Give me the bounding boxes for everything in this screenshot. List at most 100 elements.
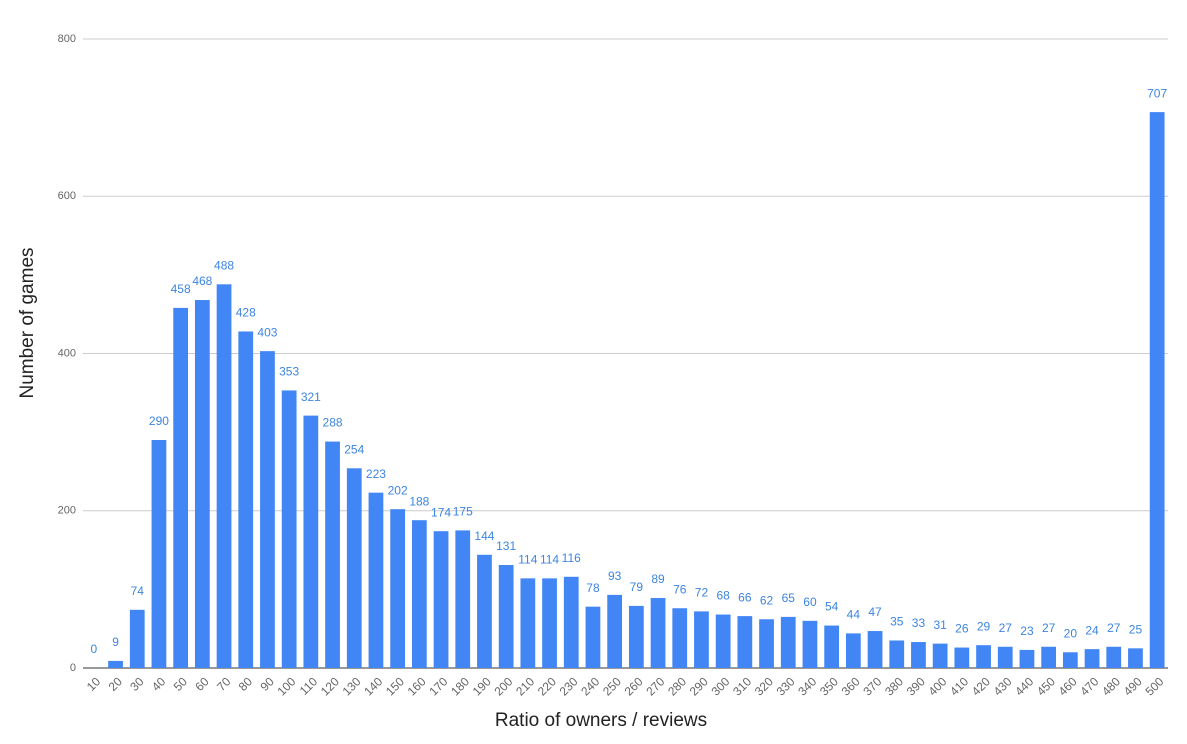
x-tick-label: 360 [839, 674, 863, 698]
data-label: 321 [301, 390, 321, 404]
data-label: 78 [586, 581, 600, 595]
x-tick-label: 330 [774, 674, 798, 698]
x-axis-title: Ratio of owners / reviews [495, 710, 707, 731]
bar [173, 307, 189, 668]
data-label: 114 [540, 553, 559, 567]
x-tick-label: 50 [171, 674, 191, 694]
bar [911, 642, 926, 668]
x-tick-label: 370 [860, 674, 884, 698]
data-label: 488 [214, 258, 234, 272]
bar [802, 620, 818, 668]
data-label: 79 [630, 580, 644, 594]
bar [650, 598, 666, 668]
bar [151, 439, 167, 668]
bar [1106, 646, 1122, 668]
bar [1062, 652, 1078, 668]
x-tick-label: 150 [383, 674, 407, 698]
data-label: 288 [323, 416, 343, 430]
x-tick-label: 140 [361, 674, 385, 698]
x-tick-label: 490 [1121, 674, 1145, 698]
y-tick-label: 400 [58, 347, 76, 359]
x-tick-label: 470 [1077, 674, 1101, 698]
data-label: 254 [344, 442, 364, 456]
bar [997, 646, 1013, 668]
bar [433, 531, 449, 668]
x-tick-label: 410 [947, 674, 971, 698]
x-tick-label: 190 [470, 674, 494, 698]
x-tick-label: 200 [491, 674, 515, 698]
x-tick-label: 70 [214, 674, 234, 694]
data-label: 25 [1129, 623, 1143, 637]
x-tick-label: 230 [557, 674, 581, 698]
x-tick-label: 480 [1099, 674, 1123, 698]
data-label: 428 [236, 306, 256, 320]
data-label: 26 [955, 622, 969, 636]
x-tick-label: 160 [405, 674, 429, 698]
x-tick-label: 320 [752, 674, 776, 698]
data-label: 62 [760, 593, 774, 607]
bar [1084, 649, 1100, 668]
data-label: 66 [738, 590, 752, 604]
bar [520, 578, 536, 668]
x-tick-label: 340 [795, 674, 819, 698]
data-label: 60 [803, 595, 817, 609]
x-tick-label: 220 [535, 674, 559, 698]
x-tick-label: 310 [730, 674, 754, 698]
x-tick-label: 210 [513, 674, 537, 698]
bar [737, 616, 753, 668]
data-label: 44 [847, 608, 861, 622]
bar [542, 578, 557, 668]
y-axis-title: Number of games [17, 247, 38, 398]
data-label: 24 [1085, 623, 1099, 637]
bar [715, 614, 731, 668]
bar [260, 351, 275, 668]
x-tick-label: 390 [904, 674, 928, 698]
data-label: 131 [496, 539, 516, 553]
bar [976, 645, 991, 668]
data-label: 72 [695, 586, 709, 600]
x-tick-label: 20 [106, 674, 126, 694]
x-tick-label: 120 [318, 674, 342, 698]
x-tick-label: 400 [925, 674, 949, 698]
bar [1128, 648, 1143, 668]
bar [672, 608, 688, 668]
data-label: 0 [91, 642, 98, 656]
bar [498, 565, 514, 668]
x-tick-label: 380 [882, 674, 906, 698]
x-tick-label: 450 [1034, 674, 1058, 698]
x-tick-label: 350 [817, 674, 841, 698]
bar [238, 331, 254, 668]
y-tick-label: 0 [70, 662, 76, 674]
x-tick-label: 440 [1012, 674, 1036, 698]
x-tick-label: 30 [127, 674, 147, 694]
bar [325, 441, 340, 668]
bar [628, 605, 644, 668]
bar [455, 530, 471, 668]
bar [954, 647, 970, 668]
data-label: 116 [562, 551, 581, 565]
data-label: 9 [112, 635, 119, 649]
bar [563, 576, 579, 668]
data-label: 707 [1147, 86, 1167, 100]
x-tick-label: 270 [643, 674, 667, 698]
bar [1019, 649, 1035, 668]
data-label: 175 [453, 505, 473, 519]
bar [390, 509, 406, 668]
bar [867, 631, 883, 668]
x-tick-label: 110 [297, 674, 321, 698]
data-label: 29 [977, 619, 991, 633]
bar [845, 633, 861, 668]
data-label: 93 [608, 569, 622, 583]
data-label: 223 [366, 467, 386, 481]
x-tick-label: 500 [1142, 674, 1166, 698]
data-label: 65 [782, 591, 796, 605]
data-label: 458 [171, 282, 191, 296]
bar [889, 640, 905, 668]
bar [368, 492, 384, 668]
x-tick-label: 80 [236, 674, 256, 694]
data-label: 54 [825, 600, 839, 614]
x-tick-label: 60 [192, 674, 212, 694]
data-label: 47 [868, 605, 882, 619]
data-label: 468 [192, 274, 212, 288]
bar [216, 284, 232, 668]
